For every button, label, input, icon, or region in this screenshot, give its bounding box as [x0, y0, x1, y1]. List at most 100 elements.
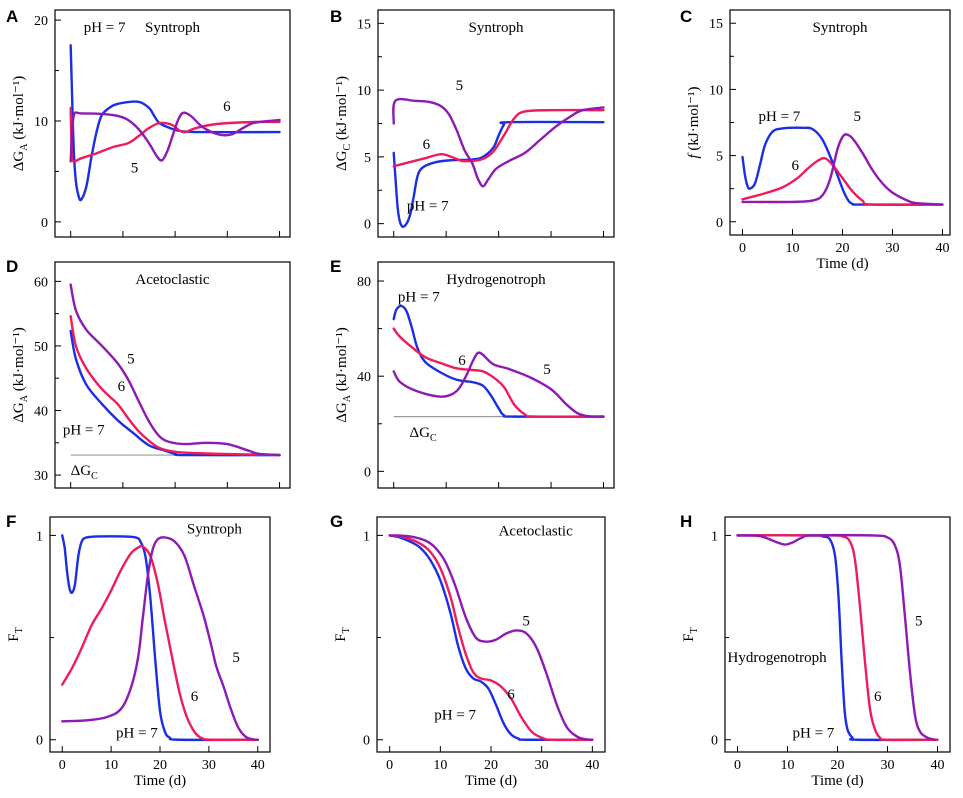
series-line-ph-5: [736, 533, 937, 741]
x-axis-label: Time (d): [134, 773, 186, 789]
y-tick-label: 5: [716, 150, 723, 165]
series-line-ph-5: [69, 111, 281, 163]
y-tick-label: 30: [34, 469, 48, 484]
y-tick-label: 10: [357, 84, 371, 99]
plot-frame: [54, 261, 291, 489]
x-tick-label: 30: [202, 758, 216, 773]
series-line-ph-5: [69, 283, 281, 457]
x-tick-label: 30: [535, 758, 549, 773]
panel-title: Syntroph: [468, 20, 524, 36]
curve-label: 6: [191, 689, 199, 705]
curve-label: 6: [507, 687, 515, 703]
x-tick-label: 20: [831, 758, 845, 773]
reference-line-label: ΔGC: [71, 463, 98, 482]
y-tick-label: 20: [34, 14, 48, 29]
x-tick-label: 40: [585, 758, 599, 773]
curve-label: pH = 7: [84, 20, 126, 36]
y-axis-label: ΔGA (kJ·mol⁻¹): [334, 327, 353, 423]
panel-letter: G: [330, 512, 343, 531]
x-tick-label: 0: [734, 758, 741, 773]
curve-label: 5: [232, 650, 240, 666]
series-line-ph-5: [388, 534, 594, 741]
series-line-ph-6: [392, 108, 605, 168]
plot-frame: [54, 9, 291, 238]
curve-label: 6: [118, 379, 126, 395]
panel-title: Syntroph: [145, 20, 201, 36]
curve-label: pH = 7: [407, 198, 449, 214]
panel-letter: F: [6, 512, 16, 531]
y-tick-label: 60: [34, 275, 48, 290]
curve-label: pH = 7: [63, 422, 105, 438]
y-tick-label: 0: [41, 216, 48, 231]
y-tick-label: 5: [364, 151, 371, 166]
panel-title: Syntroph: [812, 20, 868, 36]
panel-a: A 0 10 20 ΔGA (kJ·mol⁻¹) Syntroph pH = 7 6 5: [6, 7, 291, 238]
series-line-ph-7: [392, 304, 605, 418]
series-line-ph-5: [392, 351, 605, 418]
series-line-ph-6: [69, 106, 281, 163]
panel-letter: A: [6, 7, 18, 26]
panel-letter: E: [330, 257, 341, 276]
series-line-ph-7: [388, 534, 594, 742]
panel-e: E 0 40 80 ΔGA (kJ·mol⁻¹) Hydrogenotroph ΔGC pH …: [330, 257, 615, 489]
y-tick-label: 40: [34, 405, 48, 420]
x-tick-label: 40: [251, 758, 265, 773]
curve-label: 6: [792, 158, 800, 174]
y-tick-label: 0: [363, 734, 370, 749]
y-axis-label: ΔGA (kJ·mol⁻¹): [11, 76, 30, 172]
series-line-ph-7: [741, 126, 944, 206]
y-tick-label: 0: [716, 216, 723, 231]
panel-title: Hydrogenotroph: [728, 650, 828, 666]
panel-letter: C: [680, 7, 692, 26]
series-line-ph-5: [741, 133, 944, 206]
panel-d: D 30 40 50 60 ΔGA (kJ·mol⁻¹) Acetoclastic ΔGC 56…: [6, 257, 291, 489]
x-tick-label: 30: [886, 241, 900, 256]
series-line-ph-7: [69, 44, 281, 202]
reference-line-label: ΔGC: [409, 425, 436, 444]
x-tick-label: 10: [781, 758, 795, 773]
curve-label: 5: [127, 351, 135, 367]
y-axis-label: FT: [333, 627, 352, 641]
series-line-ph-7: [61, 534, 259, 742]
y-tick-label: 0: [36, 734, 43, 749]
curve-label: 5: [854, 109, 862, 125]
x-tick-label: 30: [881, 758, 895, 773]
x-tick-label: 0: [386, 758, 393, 773]
x-axis-label: Time (d): [816, 256, 868, 272]
panel-title: Acetoclastic: [135, 272, 209, 288]
panel-letter: D: [6, 257, 18, 276]
y-tick-label: 0: [364, 465, 371, 480]
curve-label: pH = 7: [793, 726, 835, 742]
x-tick-label: 0: [59, 758, 66, 773]
panel-letter: B: [330, 7, 342, 26]
x-tick-label: 20: [836, 241, 850, 256]
y-axis-label: FT: [6, 627, 25, 641]
x-tick-label: 10: [433, 758, 447, 773]
series-line-ph-6: [741, 156, 944, 207]
plot-frame: [376, 516, 606, 753]
curve-label: 5: [456, 78, 464, 94]
series-line-ph-6: [392, 327, 605, 419]
x-axis-label: Time (d): [811, 773, 863, 789]
x-tick-label: 10: [786, 241, 800, 256]
y-tick-label: 10: [709, 83, 723, 98]
x-tick-label: 40: [936, 241, 950, 256]
x-tick-label: 20: [153, 758, 167, 773]
curve-label: 5: [522, 613, 530, 629]
panel-title: Acetoclastic: [499, 523, 573, 539]
curve-label: 5: [131, 160, 139, 176]
curve-label: 6: [223, 99, 231, 115]
series-line-ph-7: [69, 329, 281, 457]
y-tick-label: 80: [357, 275, 371, 290]
curve-label: 6: [458, 353, 466, 369]
series-line-ph-6: [69, 315, 281, 457]
curve-label: 5: [543, 362, 551, 378]
y-tick-label: 15: [357, 17, 371, 32]
y-tick-label: 1: [363, 529, 370, 544]
curve-label: pH = 7: [434, 707, 476, 723]
series-line-ph-5: [392, 97, 605, 188]
